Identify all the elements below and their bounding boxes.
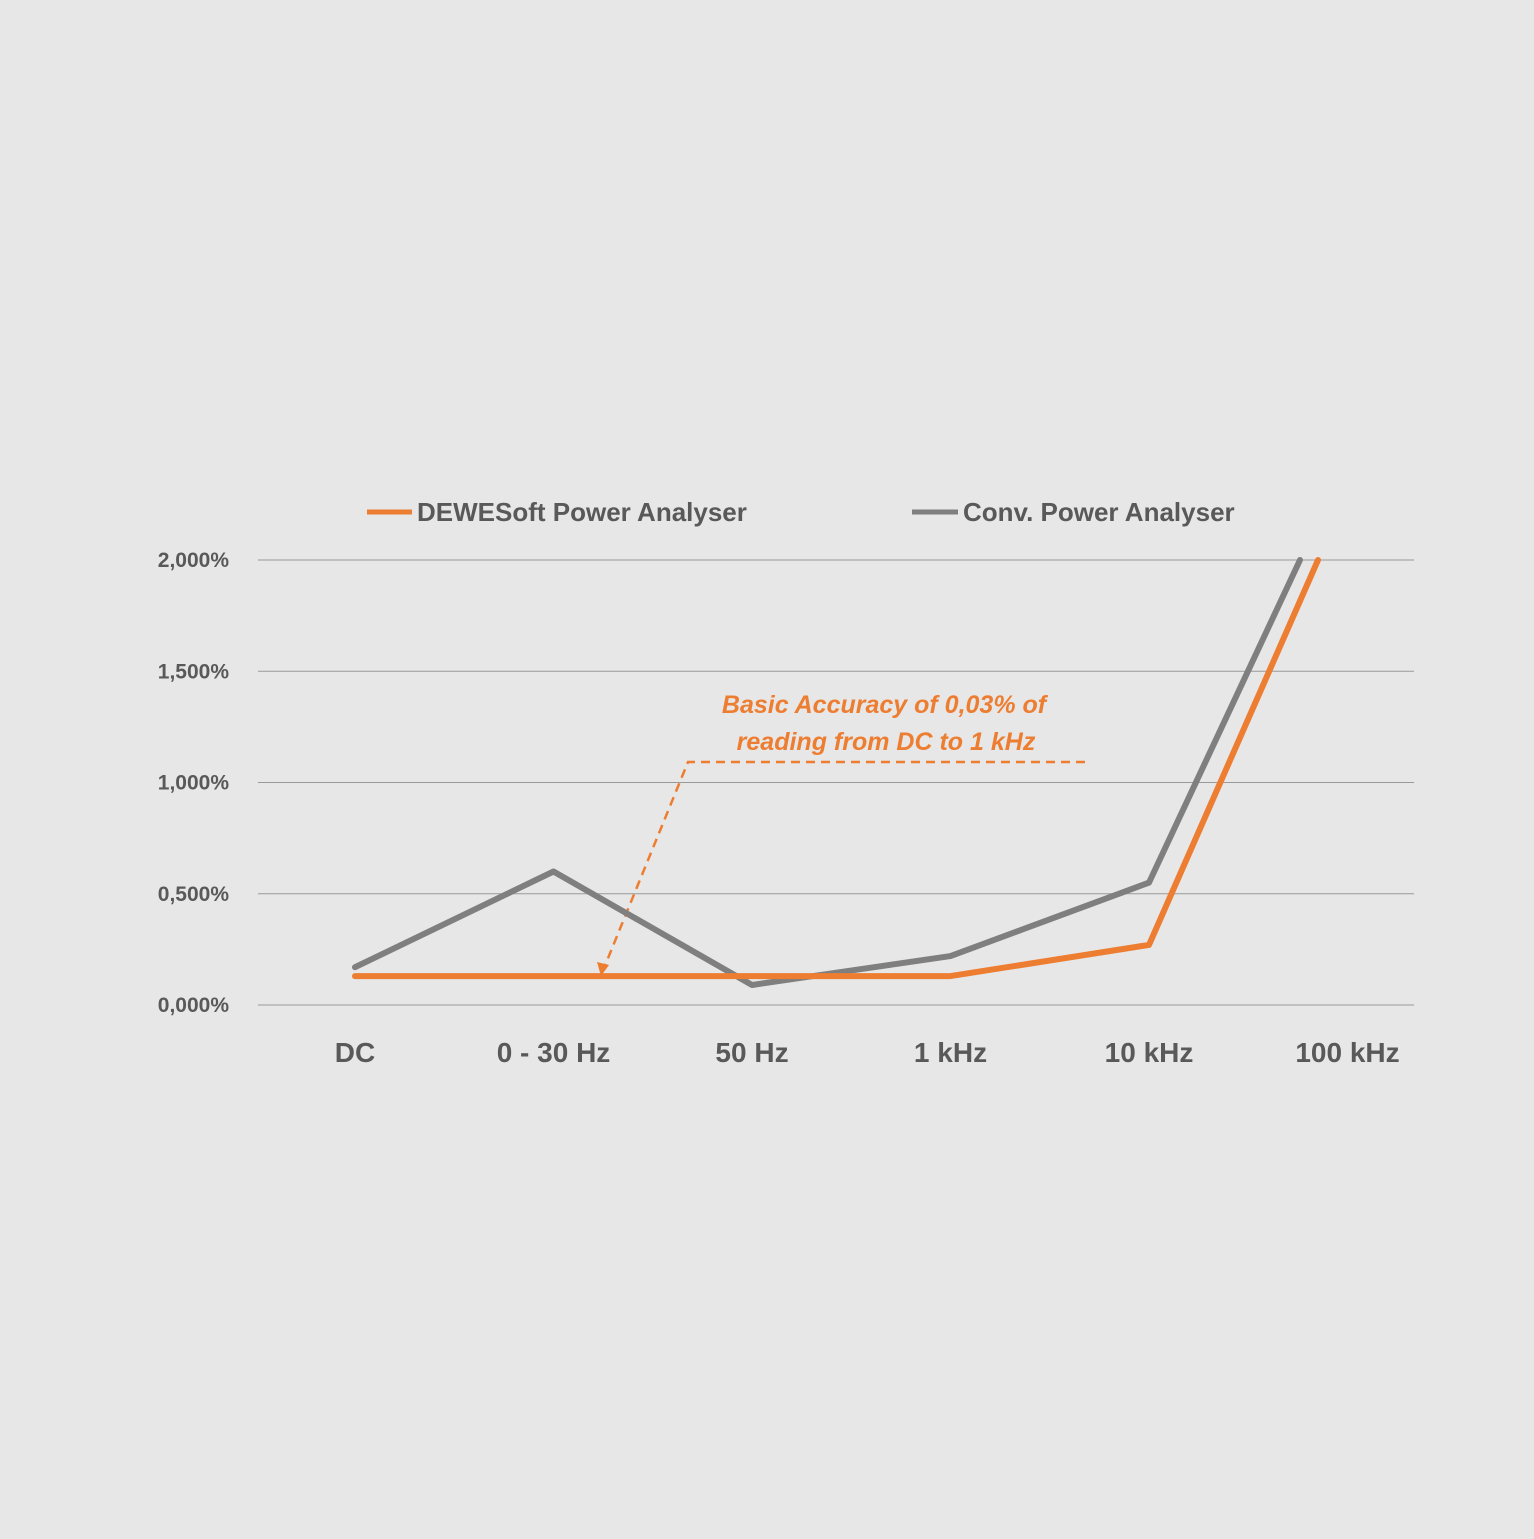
annotation: Basic Accuracy of 0,03% of reading from … — [597, 691, 1085, 976]
x-tick-label: 50 Hz — [715, 1037, 788, 1068]
x-tick-label: 1 kHz — [914, 1037, 987, 1068]
legend: DEWESoft Power Analyser Conv. Power Anal… — [367, 497, 1235, 527]
gridlines — [258, 559, 1414, 1006]
annotation-line-2: reading from DC to 1 kHz — [737, 728, 1036, 756]
x-tick-label: 0 - 30 Hz — [497, 1037, 611, 1068]
annotation-line-1: Basic Accuracy of 0,03% of — [722, 691, 1049, 719]
y-axis-ticks: 0,000% 0,500% 1,000% 1,500% 2,000% — [158, 549, 230, 1017]
legend-label-dewesoft: DEWESoft Power Analyser — [417, 497, 747, 527]
series-line-1 — [352, 557, 1303, 988]
x-tick-label: 10 kHz — [1105, 1037, 1194, 1068]
series-lines — [352, 557, 1321, 988]
y-tick-label: 1,500% — [158, 660, 230, 683]
x-tick-label: DC — [335, 1037, 375, 1068]
annotation-leader-line — [602, 760, 1085, 969]
legend-label-conv: Conv. Power Analyser — [963, 497, 1235, 527]
y-tick-label: 0,000% — [158, 994, 230, 1017]
series-line-0 — [352, 557, 1321, 980]
y-tick-label: 0,500% — [158, 883, 230, 906]
x-tick-label: 100 kHz — [1295, 1037, 1399, 1068]
x-axis-ticks: DC 0 - 30 Hz 50 Hz 1 kHz 10 kHz 100 kHz — [335, 1037, 1400, 1068]
y-tick-label: 1,000% — [158, 772, 230, 795]
annotation-arrowhead — [597, 962, 609, 976]
y-tick-label: 2,000% — [158, 549, 230, 572]
